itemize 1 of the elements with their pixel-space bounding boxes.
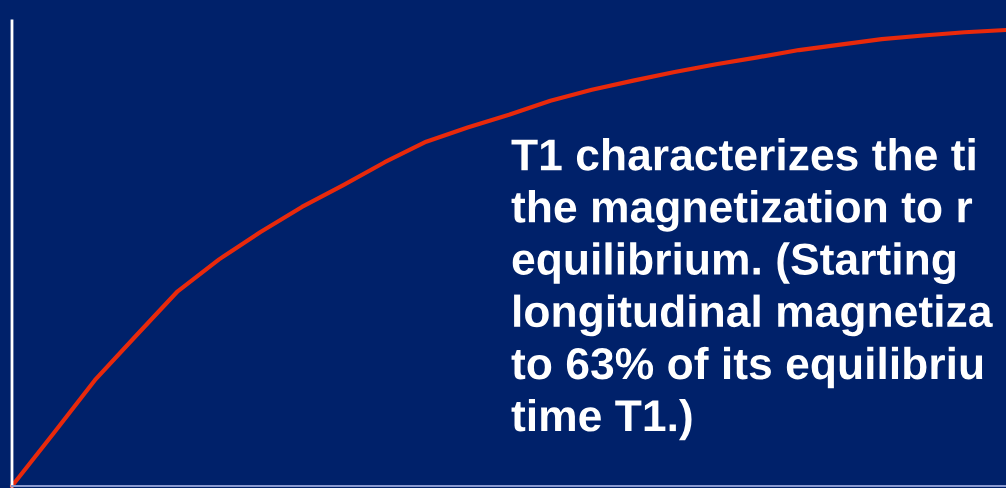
annotation: T1 characterizes the ti the magnetization to r equilibrium. (Starting longitudinal magnetiza to 63% of its equilibriu time T1.): [511, 138, 993, 441]
